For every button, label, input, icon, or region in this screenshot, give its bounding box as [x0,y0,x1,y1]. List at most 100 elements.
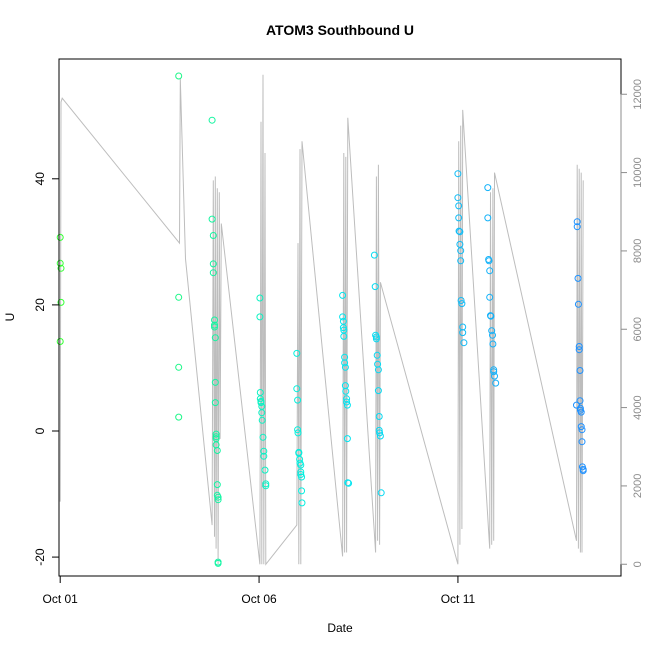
axes-layer: Oct 01 Oct 06 Oct 11 -20 0 20 40 0 2000 4000 6000 8… [33,79,644,606]
data-point [459,329,467,337]
data-point [376,429,384,437]
data-point [256,313,264,321]
data-point [487,312,495,320]
series-line-layer [59,74,584,566]
y-tick-label: 40 [33,172,47,186]
data-point [211,316,218,324]
data-point [577,408,585,416]
data-point [298,473,306,481]
data-point [457,257,465,265]
data-point [298,487,306,495]
data-point [208,215,216,223]
data-point [574,300,582,308]
data-point [211,321,218,329]
data-point [297,461,305,469]
data-point [455,214,463,222]
data-point [340,332,348,340]
data-point [262,480,270,488]
data-point [455,227,463,235]
data-point [454,170,462,178]
data-point [260,447,268,455]
data-point [339,313,347,321]
data-point [371,283,379,291]
data-point [175,413,183,421]
x-tick-label: Oct 11 [441,592,476,606]
data-point [209,232,217,239]
data-point [343,401,351,409]
data-point [345,479,353,487]
data-point [342,387,350,395]
y2-tick-label: 8000 [632,239,644,263]
data-point [212,430,220,438]
data-point [262,482,270,490]
data-point [211,323,218,331]
data-point [372,335,380,343]
data-point [343,398,351,406]
data-point [344,479,352,487]
data-point [257,399,265,407]
series-line [59,74,584,566]
data-point [214,558,222,566]
data-point [456,228,464,236]
x-tick-label: Oct 01 [43,592,79,606]
data-point [490,368,498,376]
data-point [573,218,581,226]
data-point [261,466,269,474]
data-point [57,298,65,306]
data-point [484,184,492,192]
data-point [209,260,217,268]
data-point [293,385,301,393]
y2-tick-label: 0 [632,561,644,567]
data-point [56,338,64,345]
y2-tick-label: 4000 [632,395,644,419]
data-point [341,363,349,371]
data-point [57,264,65,272]
data-point [488,327,496,335]
data-point [486,267,494,275]
data-point [175,72,183,80]
data-point [259,433,267,441]
y-tick-label: 20 [33,298,47,312]
data-point [573,223,581,231]
data-point [577,423,585,431]
data-point [575,346,583,354]
data-point [372,333,380,341]
data-point [574,274,582,282]
data-point [260,452,268,460]
data-point [457,297,465,304]
data-point [56,233,64,241]
chart-title: ATOM3 Southbound U [266,22,414,38]
data-point [576,397,584,405]
y2-tick-label: 12000 [632,79,644,110]
data-point [214,496,222,504]
data-point [339,324,347,332]
data-point [455,202,463,210]
x-axis-label: Date [327,621,353,635]
data-point [454,194,462,202]
y-tick-label: -20 [33,548,47,566]
y-tick-label: 0 [33,427,47,434]
data-point [458,300,466,308]
data-point [491,372,498,380]
data-point [293,349,301,357]
data-point [485,257,493,265]
data-point [492,379,500,387]
series-points-layer [56,72,587,567]
data-point [297,468,305,476]
data-point [214,493,222,501]
data-point [370,251,378,259]
data-point [576,404,584,412]
data-point [489,340,497,348]
data-point [256,294,264,302]
data-point [375,413,383,420]
data-point [460,339,468,347]
data-point [578,426,586,434]
data-point [298,499,306,507]
data-point [374,366,382,374]
data-point [339,291,347,299]
data-point [211,334,219,342]
data-point [211,399,219,407]
data-point [341,359,349,367]
y-axis-label: U [3,313,17,322]
